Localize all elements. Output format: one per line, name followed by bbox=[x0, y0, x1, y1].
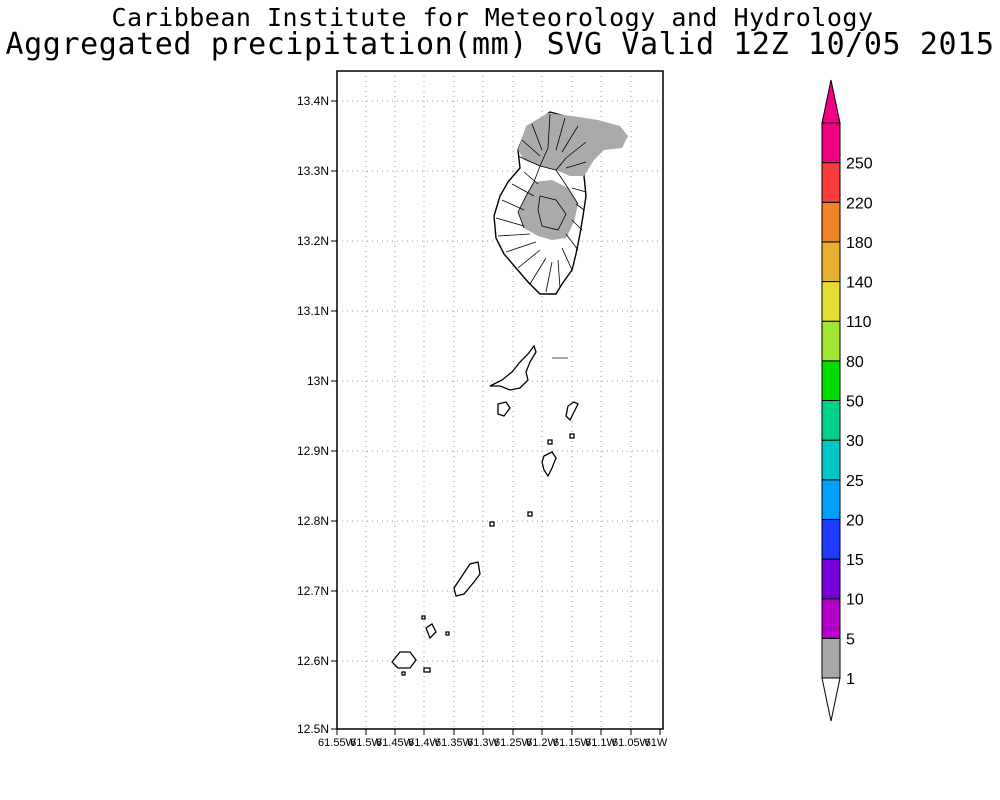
colorbar-label: 140 bbox=[846, 275, 873, 292]
colorbar-swatch bbox=[821, 518, 841, 560]
lat-label: 13.3N bbox=[297, 164, 329, 178]
colorbar-over-arrow bbox=[821, 79, 841, 124]
colorbar-label: 5 bbox=[846, 631, 855, 648]
colorbar-label: 50 bbox=[846, 394, 864, 411]
colorbar-label: 10 bbox=[846, 592, 864, 609]
lon-label: 61.15W bbox=[553, 737, 592, 749]
colorbar-swatch bbox=[821, 360, 841, 402]
lat-label: 12.6N bbox=[297, 654, 329, 668]
colorbar-label: 25 bbox=[846, 473, 864, 490]
colorbar-swatch bbox=[821, 439, 841, 481]
colorbar-label: 1 bbox=[846, 671, 855, 688]
watersheds bbox=[495, 113, 587, 293]
colorbar-swatch bbox=[821, 400, 841, 441]
carriacou-island bbox=[391, 651, 417, 669]
lat-label: 13.4N bbox=[297, 94, 329, 108]
colorbar-swatch bbox=[821, 281, 841, 322]
lon-label: 61.05W bbox=[612, 737, 651, 749]
lat-label: 12.9N bbox=[297, 444, 329, 458]
lon-label: 61.3W bbox=[467, 737, 499, 749]
colorbar-swatch bbox=[821, 637, 841, 679]
colorbar-under-arrow bbox=[821, 677, 841, 722]
lat-label: 13.1N bbox=[297, 304, 329, 318]
lat-label: 13.2N bbox=[297, 234, 329, 248]
lat-label: 12.5N bbox=[297, 722, 329, 736]
colorbar-label: 250 bbox=[846, 156, 873, 173]
colorbar-swatch bbox=[821, 122, 841, 164]
lon-label: 61.55W bbox=[318, 737, 357, 749]
lat-label: 12.7N bbox=[297, 584, 329, 598]
institute-title: Caribbean Institute for Meteorology and … bbox=[111, 3, 874, 32]
colorbar-swatch bbox=[821, 558, 841, 600]
lon-label: 61.5W bbox=[350, 737, 382, 749]
colorbar-label: 220 bbox=[846, 195, 873, 212]
grid bbox=[337, 71, 663, 729]
plot-frame bbox=[336, 70, 664, 730]
colorbar-swatch bbox=[821, 201, 841, 243]
colorbar-swatch bbox=[821, 162, 841, 203]
lon-label: 61.25W bbox=[494, 737, 533, 749]
lon-label: 61.35W bbox=[435, 737, 474, 749]
bequia-island bbox=[489, 344, 537, 391]
colorbar-swatch bbox=[821, 479, 841, 520]
union-island bbox=[453, 561, 481, 597]
colorbar-label: 110 bbox=[846, 314, 872, 331]
grenadines-islands bbox=[391, 344, 579, 676]
colorbar-swatch bbox=[821, 598, 841, 639]
colorbar-label: 180 bbox=[846, 235, 873, 252]
lon-label: 61.2W bbox=[526, 737, 558, 749]
colorbar-label: 30 bbox=[846, 433, 864, 450]
lon-label: 61W bbox=[645, 737, 668, 749]
mustique-island bbox=[565, 401, 579, 422]
lon-label: 61.4W bbox=[408, 737, 440, 749]
colorbar-label: 20 bbox=[846, 512, 864, 529]
lon-label: 61.1W bbox=[585, 737, 617, 749]
colorbar-label: 15 bbox=[846, 552, 864, 569]
colorbar-label: 80 bbox=[846, 354, 864, 371]
product-title: Aggregated precipitation(mm) SVG Valid 1… bbox=[5, 27, 995, 62]
lat-label: 13N bbox=[307, 374, 329, 388]
lon-label: 61.45W bbox=[376, 737, 415, 749]
colorbar-swatch bbox=[821, 320, 841, 362]
canouan-island bbox=[541, 451, 557, 478]
lat-label: 12.8N bbox=[297, 514, 329, 528]
colorbar-swatch bbox=[821, 241, 841, 283]
